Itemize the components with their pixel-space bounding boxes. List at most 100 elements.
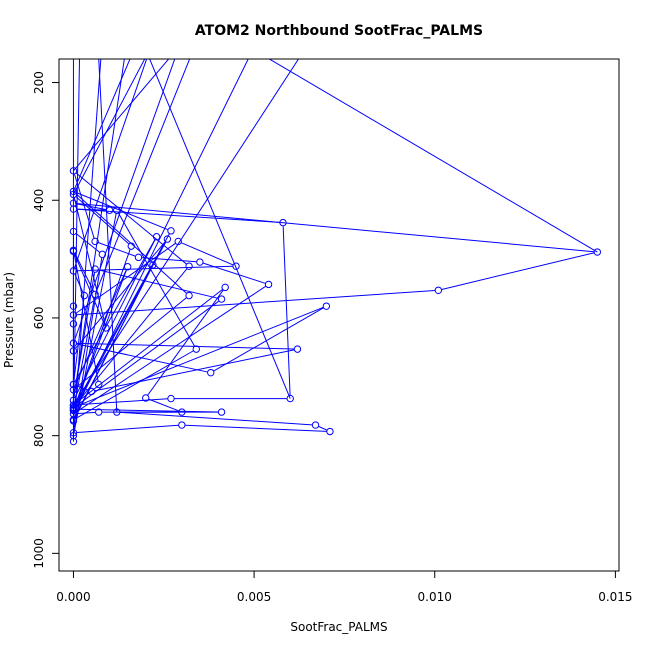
series-segment	[441, 252, 595, 290]
series-segment	[185, 424, 327, 432]
series-segment	[75, 196, 129, 245]
series-segment	[74, 269, 127, 387]
data-point	[167, 227, 175, 235]
data-point	[286, 394, 294, 403]
data-point	[98, 250, 107, 259]
series-segment	[120, 411, 313, 426]
series-segment-offscale	[72, 59, 125, 401]
data-point	[217, 295, 226, 303]
data-point	[69, 199, 78, 207]
series-segment	[181, 242, 234, 266]
series-segment	[74, 233, 170, 406]
series-segment-offscale	[72, 59, 148, 272]
data-point	[178, 408, 186, 416]
series-segment	[76, 192, 168, 230]
series-segment	[75, 300, 220, 407]
data-point	[113, 206, 121, 214]
y-tick-label: 200	[32, 71, 46, 94]
series-segment-offscale	[149, 59, 291, 399]
data-point	[322, 302, 331, 310]
data-point	[593, 248, 602, 256]
series-segment	[76, 208, 107, 211]
data-point	[69, 190, 78, 199]
plot-area	[69, 59, 602, 446]
series-segment	[76, 285, 266, 413]
series-segment	[73, 297, 95, 407]
series-segment	[76, 203, 594, 253]
series-segment	[76, 424, 179, 433]
axes: 0.000 0.005 0.010 0.015 200 400 600 800 1000	[32, 71, 633, 604]
series-segment	[98, 269, 219, 299]
data-point	[69, 410, 78, 418]
data-point	[69, 437, 78, 446]
x-axis-label: SootFrac_PALMS	[290, 620, 387, 634]
data-point	[91, 265, 99, 273]
series-segment	[94, 349, 295, 392]
chart-title: ATOM2 Northbound SootFrac_PALMS	[195, 23, 483, 39]
data-point	[185, 291, 193, 300]
series-segment	[76, 350, 194, 419]
data-point	[149, 261, 157, 269]
data-point	[69, 404, 78, 412]
data-point	[178, 421, 186, 429]
series-segment-offscale	[72, 59, 131, 192]
data-point	[167, 394, 175, 403]
data-point	[123, 263, 132, 271]
data-point	[69, 246, 78, 254]
data-point	[69, 401, 78, 409]
data-point	[69, 339, 78, 347]
series-segment	[75, 289, 223, 404]
x-tick-label: 0.000	[56, 590, 90, 604]
data-point	[217, 408, 226, 416]
data-point	[326, 427, 334, 436]
data-point	[87, 387, 96, 396]
data-point	[196, 258, 204, 266]
y-axis-label: Pressure (mbar)	[2, 272, 16, 368]
data-point	[69, 187, 78, 196]
y-tick-label: 600	[32, 306, 46, 329]
series-segment	[76, 203, 107, 211]
y-tick-label: 800	[32, 424, 46, 447]
data-point	[69, 302, 78, 310]
data-point	[69, 227, 78, 236]
series-segment	[148, 398, 179, 412]
data-point	[113, 408, 121, 416]
data-point	[185, 262, 193, 270]
data-point	[102, 324, 110, 332]
series-segment-offscale	[73, 59, 170, 172]
y-tick-label: 400	[32, 189, 46, 212]
series-segment	[75, 172, 187, 265]
series-segment	[118, 213, 195, 347]
data-point	[91, 237, 99, 246]
data-point	[69, 431, 78, 440]
data-point	[134, 253, 143, 262]
data-point	[221, 283, 229, 292]
series-segment	[76, 307, 324, 407]
series-segment-offscale	[72, 59, 176, 344]
x-tick-label: 0.015	[598, 590, 632, 604]
data-point	[264, 280, 273, 289]
series-segment-offscale	[73, 59, 146, 195]
series-segment	[74, 269, 127, 408]
series-group	[69, 59, 602, 446]
x-tick-label: 0.005	[237, 590, 271, 604]
data-point	[311, 421, 320, 429]
data-point	[232, 262, 240, 270]
series-segment-offscale	[73, 59, 300, 406]
data-point	[192, 345, 200, 353]
data-point	[174, 237, 182, 246]
series-segment	[76, 398, 168, 406]
data-point	[127, 242, 135, 250]
plot-frame	[58, 58, 620, 572]
series-segment	[73, 213, 117, 433]
series-segment	[76, 208, 280, 223]
series-segment	[74, 239, 156, 382]
series-segment	[73, 197, 106, 325]
data-point	[69, 347, 78, 355]
data-point	[69, 386, 78, 394]
data-point	[69, 205, 78, 213]
x-tick-label: 0.010	[418, 590, 452, 604]
data-point	[69, 311, 78, 319]
data-point	[105, 206, 114, 214]
